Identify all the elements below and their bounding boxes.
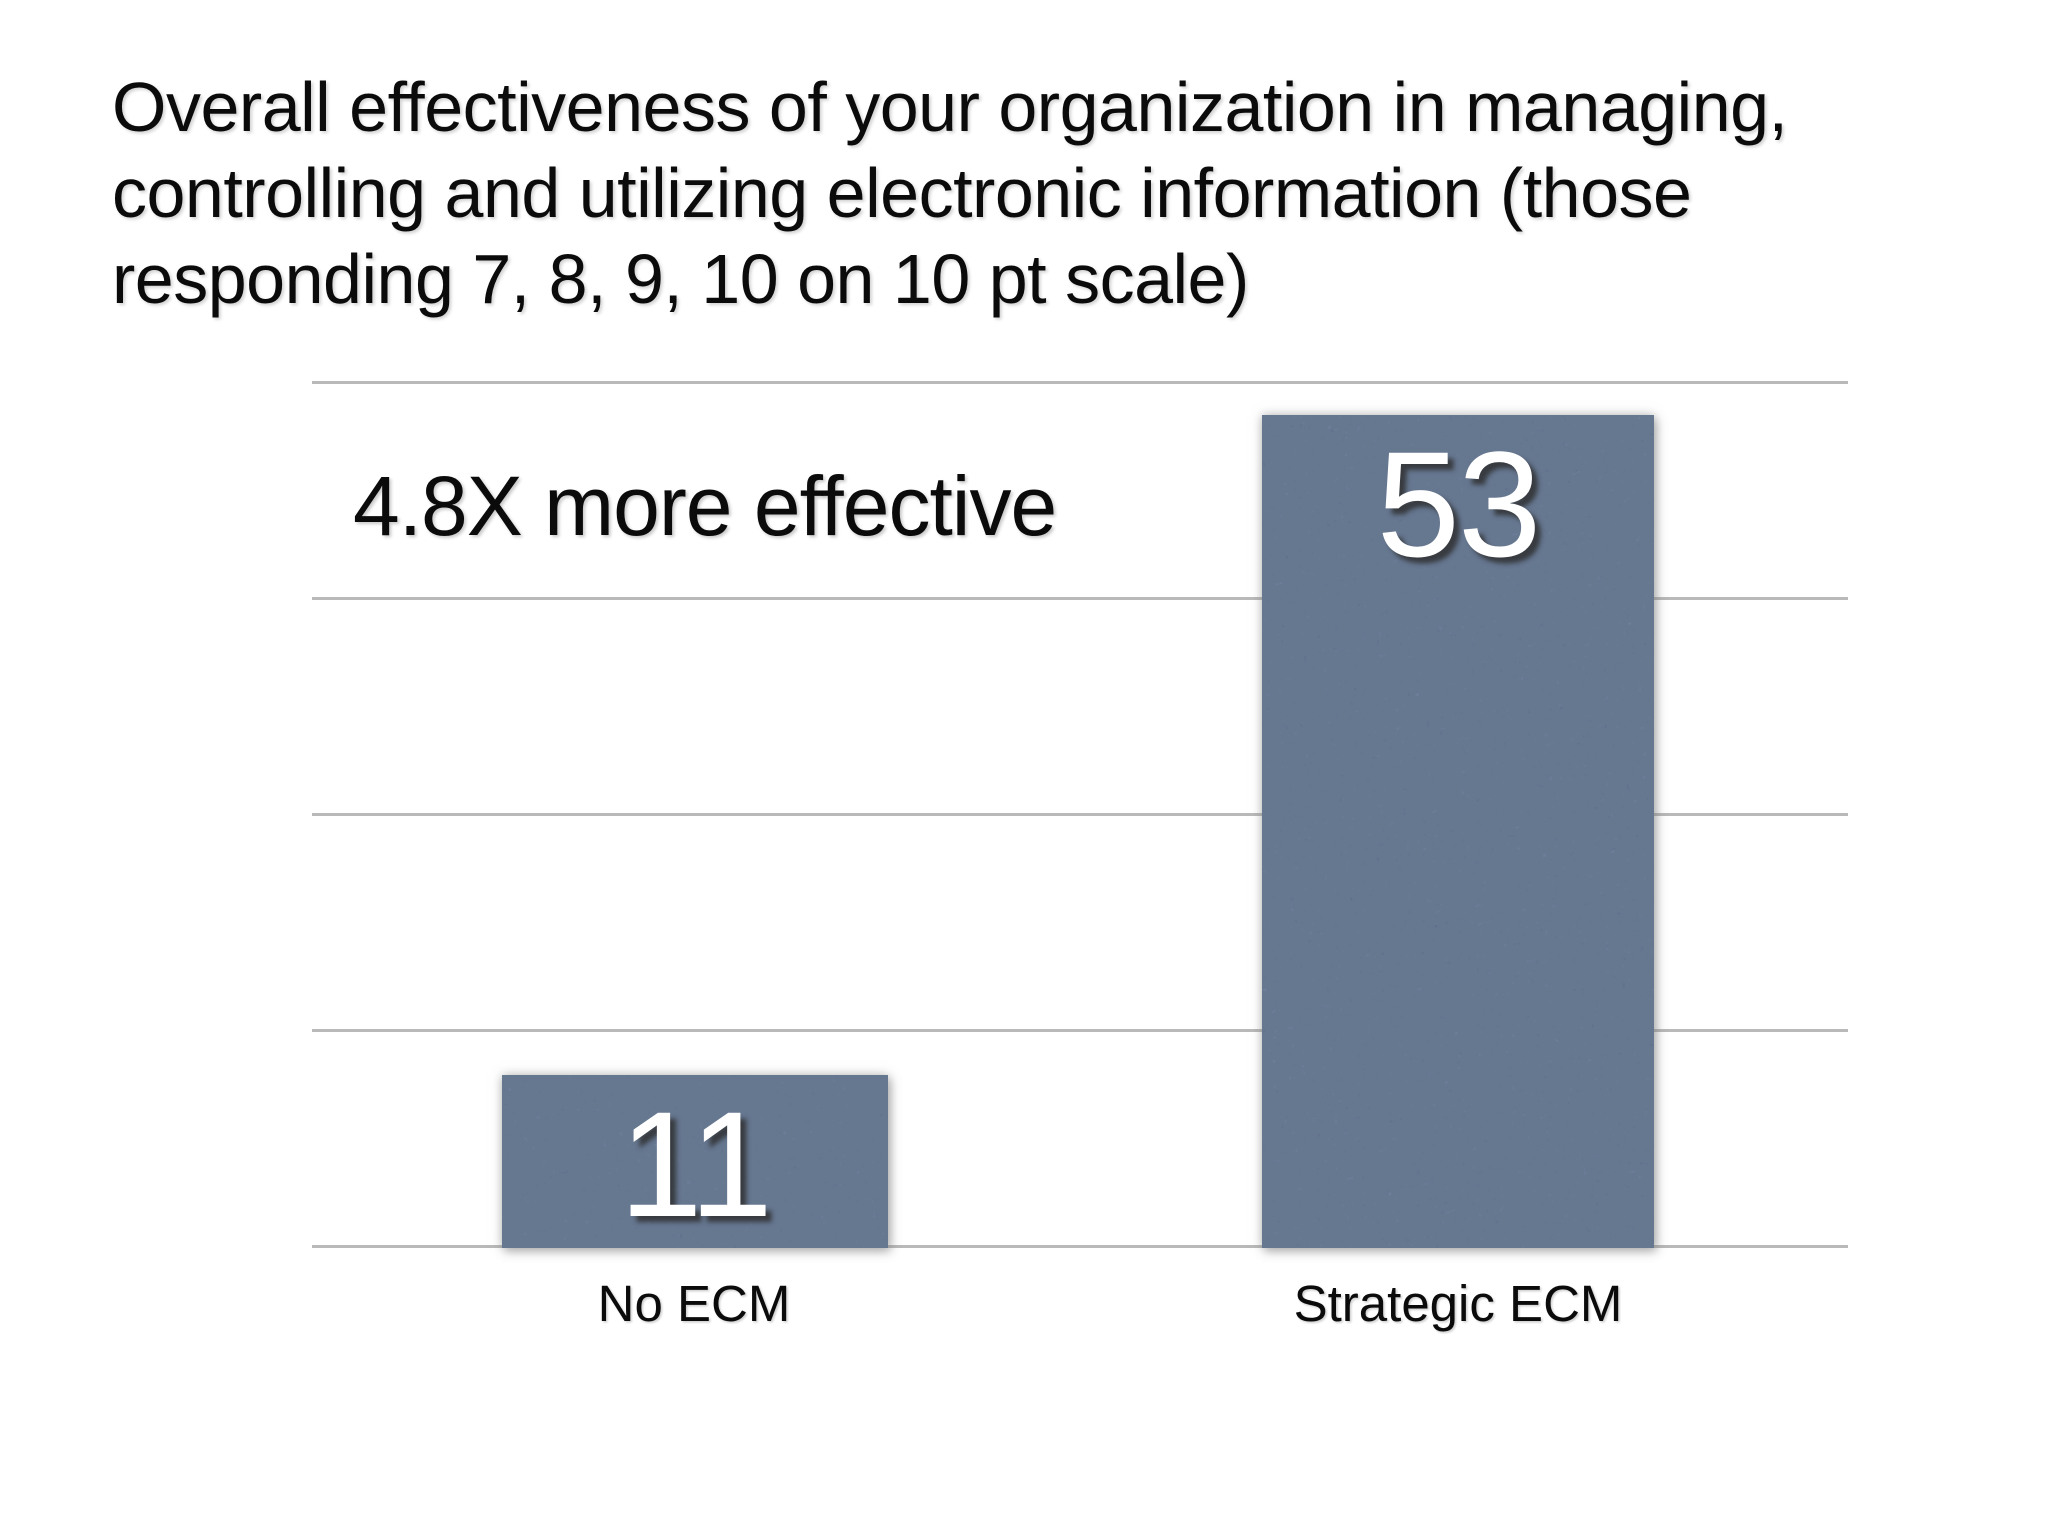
- chart-annotation: 4.8X more effective: [353, 459, 1057, 553]
- category-label-strategic-ecm: Strategic ECM: [1293, 1275, 1623, 1332]
- title-line-3: responding 7, 8, 9, 10 on 10 pt scale): [112, 240, 1249, 318]
- bar-value-label-no-ecm: 11: [619, 1080, 773, 1248]
- gridline: [312, 381, 1848, 384]
- bar-value-label-strategic-ecm: 53: [1376, 420, 1542, 588]
- x-axis-line: [312, 1245, 1848, 1248]
- bar-texture: [1262, 415, 1654, 1248]
- bar-no-ecm: 11: [502, 1075, 888, 1248]
- gridline: [312, 597, 1848, 600]
- title-line-1: Overall effectiveness of your organizati…: [112, 68, 1788, 146]
- bar-strategic-ecm: 53: [1262, 415, 1654, 1248]
- gridline: [312, 813, 1848, 816]
- bar-texture: [502, 1075, 888, 1248]
- title-line-2: controlling and utilizing electronic inf…: [112, 154, 1692, 232]
- slide-title: Overall effectiveness of your organizati…: [112, 64, 1932, 322]
- gridline: [312, 1029, 1848, 1032]
- category-label-no-ecm: No ECM: [597, 1275, 791, 1332]
